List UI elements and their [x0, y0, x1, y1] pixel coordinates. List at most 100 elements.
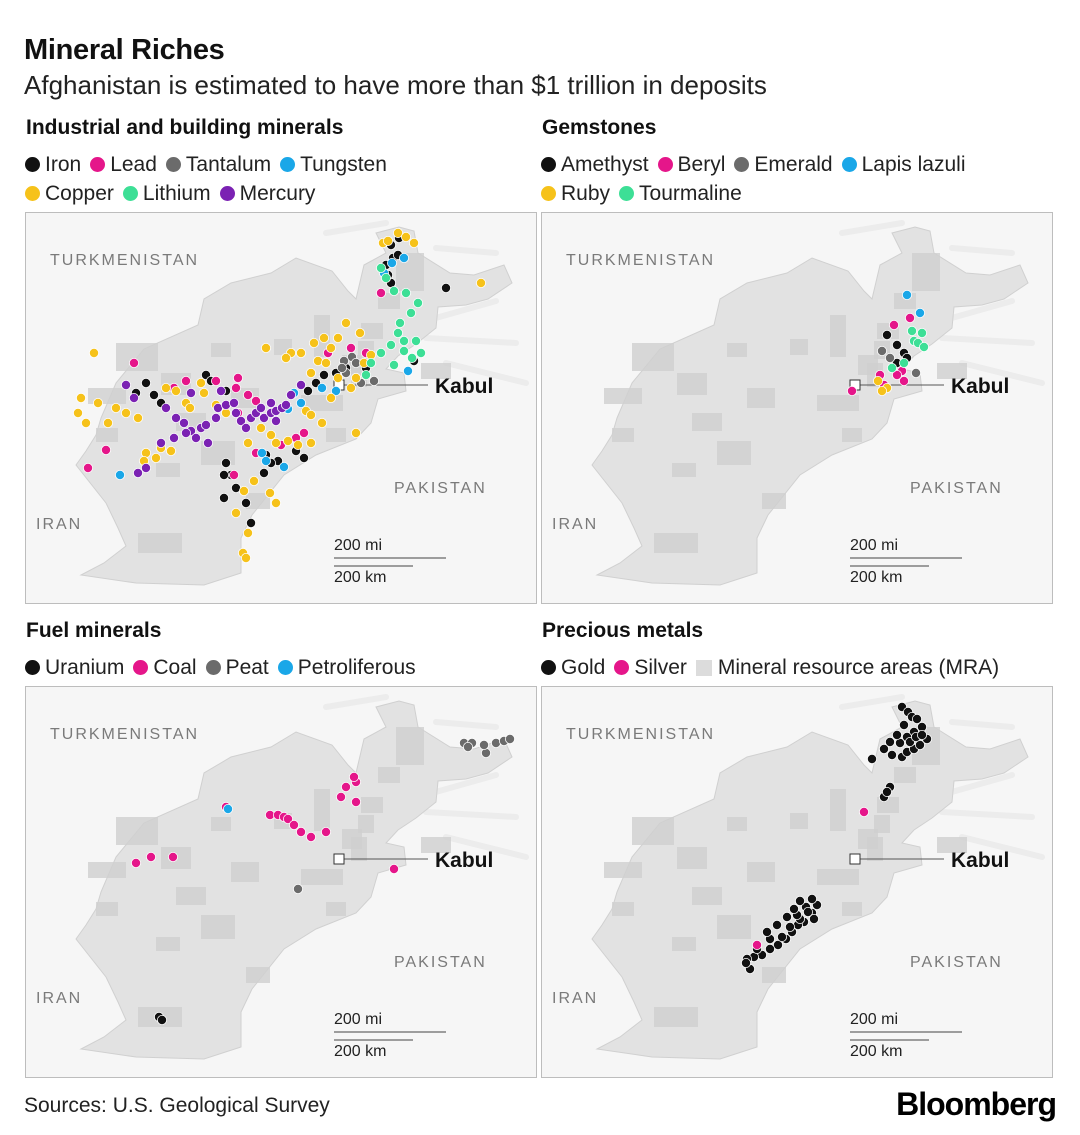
legend-item-amethyst: Amethyst [541, 150, 649, 179]
legend-dot-icon [657, 157, 673, 172]
deposit-dot [232, 372, 243, 383]
legend-row: Uranium Coal Peat Petroliferous [25, 653, 425, 682]
terrain-shading [959, 834, 1045, 860]
deposit-dot [400, 288, 411, 299]
deposit-dot [230, 507, 241, 518]
map-precious: TURKMENISTAN IRAN PAKISTAN Kabul 200 mi 200 k… [541, 686, 1053, 1078]
legend-label: Beryl [677, 153, 726, 176]
deposit-dot [149, 389, 160, 400]
deposit-dot [165, 445, 176, 456]
deposit-dot [133, 412, 144, 423]
legend-label: Coal [153, 656, 197, 679]
deposit-dot [230, 407, 241, 418]
mineral-resource-area [361, 323, 383, 339]
legend-dot-icon [133, 660, 149, 675]
deposit-dot [330, 385, 341, 396]
deposit-dot [260, 455, 271, 466]
deposit-dot [898, 357, 909, 368]
label-pakistan: PAKISTAN [910, 954, 1003, 971]
mineral-resource-area [326, 902, 346, 916]
terrain-shading [939, 335, 1035, 346]
deposit-dot [230, 382, 241, 393]
mineral-resource-area [211, 343, 231, 357]
deposit-dot [89, 347, 100, 358]
deposit-dot [740, 957, 751, 968]
mineral-resource-area [421, 363, 451, 379]
legend-dot-icon [122, 186, 138, 201]
deposit-dot [332, 372, 343, 383]
legend-item-copper: Copper [25, 179, 114, 208]
deposit-dot [265, 429, 276, 440]
legend-item-beryl: Beryl [657, 150, 726, 179]
mineral-resource-area [717, 915, 751, 939]
deposit-dot [115, 469, 126, 480]
legend-label: Tungsten [300, 153, 387, 176]
deposit-dot [340, 318, 351, 329]
deposit-dot [335, 792, 346, 803]
terrain-shading [433, 245, 499, 256]
deposit-dot [410, 336, 421, 347]
legend-dot-icon [277, 660, 293, 675]
mineral-resource-area [762, 967, 786, 983]
afghanistan-outline [75, 226, 513, 586]
deposit-dot [771, 919, 782, 930]
terrain-shading [443, 360, 529, 386]
panel-gemstones-header: Gemstones Amethyst Beryl Emerald Lapis lazu… [541, 116, 975, 208]
deposit-dot [375, 263, 386, 274]
deposit-dot [336, 362, 347, 373]
deposit-dot [255, 402, 266, 413]
deposit-dot [141, 377, 152, 388]
deposit-dot [504, 734, 515, 745]
deposit-dot [103, 417, 114, 428]
mineral-resource-area [790, 813, 808, 829]
map-svg: TURKMENISTAN IRAN PAKISTAN Kabul 200 mi 200 k… [26, 213, 536, 603]
afghanistan-outline [75, 700, 513, 1060]
mineral-resource-area [842, 428, 862, 442]
deposit-dot [808, 913, 819, 924]
deposit-dot [906, 326, 917, 337]
deposit-dot [200, 419, 211, 430]
deposit-dot [806, 893, 817, 904]
deposit-dot [332, 333, 343, 344]
legend-item-tourmaline: Tourmaline [619, 179, 742, 208]
deposit-dot [898, 375, 909, 386]
deposit-dot [305, 409, 316, 420]
deposit-dot [242, 437, 253, 448]
deposit-dot [316, 417, 327, 428]
deposit-dot [308, 338, 319, 349]
deposit-dot [911, 713, 922, 724]
deposit-dot [180, 427, 191, 438]
deposit-dot [318, 333, 329, 344]
legend-label: Copper [45, 182, 114, 205]
deposit-dot [292, 883, 303, 894]
deposit-dot [901, 290, 912, 301]
deposit-dot [280, 352, 291, 363]
mineral-resource-area [612, 428, 634, 442]
terrain-shading [443, 834, 529, 860]
deposit-dot [876, 345, 887, 356]
deposit-dot [872, 375, 883, 386]
deposit-dot [878, 744, 889, 755]
deposit-dot [781, 911, 792, 922]
deposit-dot [888, 320, 899, 331]
legend-dot-icon [25, 660, 40, 675]
label-turkmenistan: TURKMENISTAN [566, 726, 715, 743]
label-kabul: Kabul [951, 849, 1009, 872]
deposit-dot [180, 375, 191, 386]
deposit-dot [242, 389, 253, 400]
panel-precious-title: Precious metals [542, 619, 704, 642]
label-iran: IRAN [36, 990, 82, 1007]
legend-row: Copper Lithium Mercury [25, 179, 396, 208]
deposit-dot [285, 389, 296, 400]
deposit-dot [218, 469, 229, 480]
deposit-dot [876, 385, 887, 396]
deposit-dot [295, 347, 306, 358]
terrain-shading [433, 719, 499, 730]
mineral-resource-area [842, 902, 862, 916]
deposit-dot [190, 432, 201, 443]
deposit-dot [916, 328, 927, 339]
deposit-dot [295, 379, 306, 390]
terrain-shading [939, 809, 1035, 820]
legend-item-petroliferous: Petroliferous [277, 653, 416, 682]
deposit-dot [412, 298, 423, 309]
